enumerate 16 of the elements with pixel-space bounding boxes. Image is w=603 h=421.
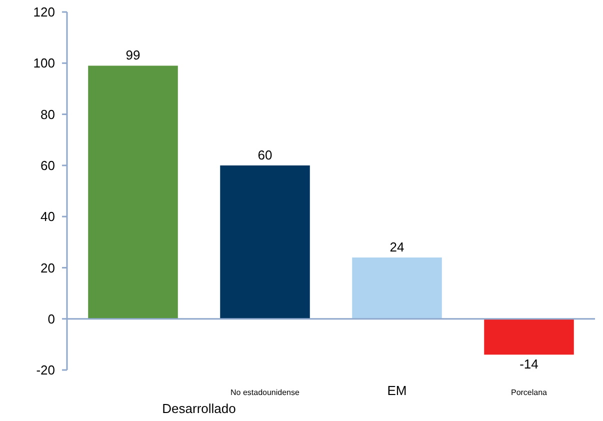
y-tick-label: 20 [40,260,55,276]
y-tick-label: 60 [40,158,55,173]
data-label: -14 [520,356,538,372]
data-label: 60 [258,147,272,162]
y-tick-label: 100 [33,56,55,71]
x-tick-label: EM [387,383,407,398]
y-tick-label: 120 [33,4,55,20]
y-tick-label: -20 [36,362,55,378]
y-tick-label: 40 [40,209,55,224]
x-tick-label: No estadounidense [230,388,300,397]
y-tick-label: 0 [48,311,55,326]
data-label: 24 [390,239,404,254]
x-tick-label: Porcelana [510,388,548,397]
data-label: 99 [126,48,140,63]
y-tick-label: 80 [40,106,55,122]
x-axis-title: Desarrollado [162,401,236,416]
